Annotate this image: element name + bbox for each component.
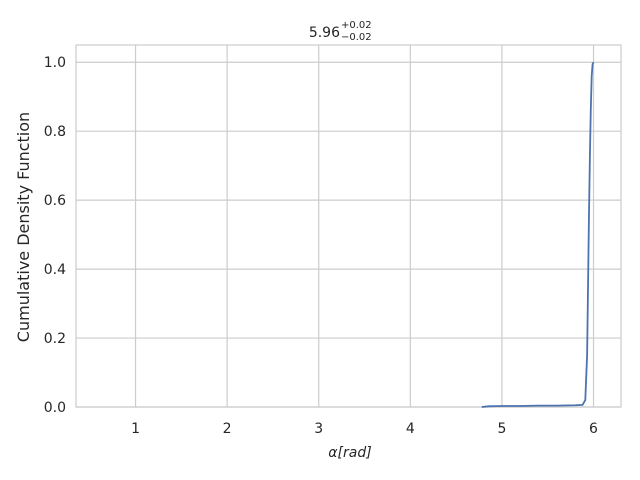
x-tick-label: 2 bbox=[223, 421, 232, 437]
y-tick-label: 0.4 bbox=[44, 262, 66, 278]
x-tick-label: 1 bbox=[131, 421, 140, 437]
cdf-line bbox=[481, 61, 595, 408]
y-tick-label: 0.6 bbox=[44, 193, 66, 209]
tick-labels: 1 2 3 4 5 6 0.0 0.2 0.4 0.6 0.8 1.0 bbox=[44, 55, 598, 437]
chart-title-lower: −0.02 bbox=[341, 32, 372, 43]
x-tick-label: 4 bbox=[406, 421, 415, 437]
x-tick-label: 3 bbox=[314, 421, 323, 437]
x-tick-label: 5 bbox=[497, 421, 506, 437]
y-tick-label: 0.0 bbox=[44, 400, 66, 416]
y-axis-label: Cumulative Density Function bbox=[14, 112, 33, 342]
y-tick-label: 1.0 bbox=[44, 55, 66, 71]
chart-title: 5.96 bbox=[309, 25, 340, 41]
x-tick-label: 6 bbox=[589, 421, 598, 437]
chart-title-upper: +0.02 bbox=[341, 20, 372, 31]
x-axis-label: α[rad] bbox=[328, 445, 371, 461]
y-tick-label: 0.8 bbox=[44, 124, 66, 140]
plot-frame bbox=[75, 44, 622, 408]
plot-area bbox=[76, 45, 621, 407]
y-tick-label: 0.2 bbox=[44, 331, 66, 347]
